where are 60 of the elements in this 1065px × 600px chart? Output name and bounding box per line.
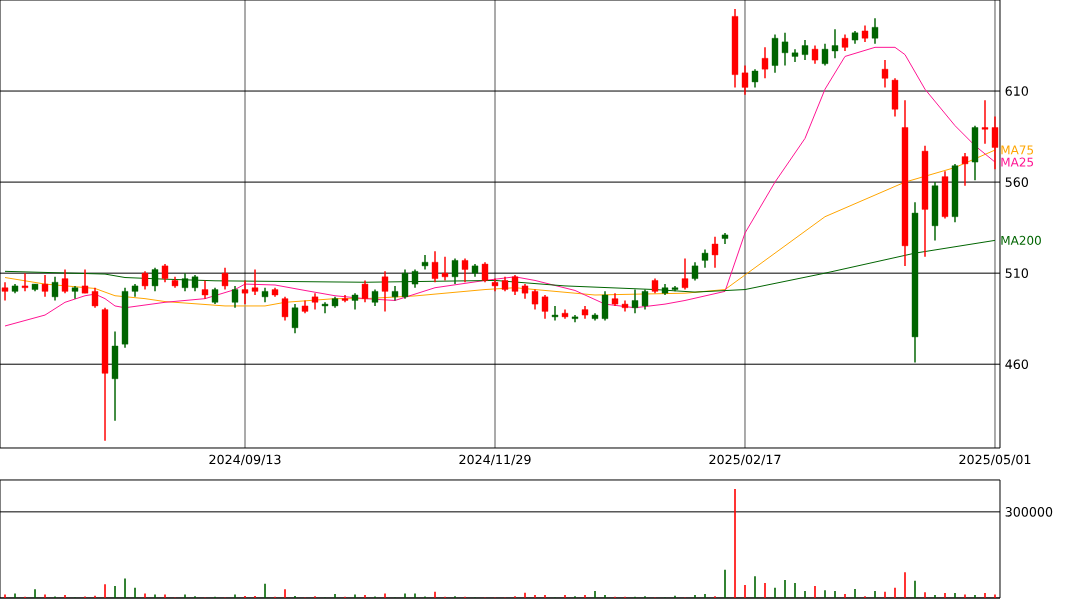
candlestick — [461, 257, 469, 284]
x-tick-label: 2024/09/13 — [209, 454, 281, 466]
candlestick — [1, 281, 9, 302]
x-tick-label: 2025/05/01 — [959, 454, 1031, 466]
candlestick — [21, 272, 29, 293]
candlestick — [511, 274, 519, 296]
candlestick — [231, 285, 239, 309]
x-tick-label: 2024/11/29 — [459, 454, 531, 466]
y-tick-label: 610 — [1005, 86, 1029, 96]
series-label: MA75 — [1001, 145, 1034, 155]
candlestick — [381, 270, 389, 313]
candlestick — [201, 279, 209, 300]
candlestick — [551, 305, 559, 322]
candlestick — [481, 261, 489, 284]
candlestick — [761, 46, 769, 80]
candlestick — [681, 257, 689, 291]
candlestick — [991, 115, 999, 171]
candlestick — [431, 250, 439, 284]
candlestick — [81, 268, 89, 294]
candlestick — [451, 257, 459, 285]
candlestick — [881, 59, 889, 89]
candlestick — [711, 236, 719, 269]
candlestick — [61, 268, 69, 294]
candlestick — [601, 290, 609, 322]
candlestick — [531, 288, 539, 311]
candlestick — [781, 32, 789, 67]
candlestick — [871, 17, 879, 45]
candlestick — [821, 42, 829, 67]
y-tick-label: 510 — [1005, 268, 1029, 278]
candlestick — [961, 152, 969, 187]
candlestick — [541, 294, 549, 320]
candlestick — [691, 261, 699, 282]
y-tick-label: 300000 — [1005, 507, 1053, 517]
series-label: MA25 — [1001, 157, 1034, 167]
candlestick — [751, 68, 759, 89]
candlestick — [441, 256, 449, 282]
candlestick — [291, 303, 299, 334]
candlestick — [161, 263, 169, 284]
line-series — [4, 46, 996, 327]
candlestick — [811, 44, 819, 65]
candlestick — [741, 64, 749, 96]
candlestick — [831, 28, 839, 60]
series-label: MA200 — [1001, 235, 1041, 245]
candlestick — [221, 266, 229, 291]
candlestick — [361, 279, 369, 304]
candlestick — [981, 99, 989, 145]
x-tick-label: 2025/02/17 — [709, 454, 781, 466]
candlestick — [251, 268, 259, 296]
candlestick — [411, 268, 419, 289]
candlestick — [51, 276, 59, 302]
candlestick — [701, 248, 709, 269]
y-tick-label: 560 — [1005, 177, 1029, 187]
candlestick — [801, 39, 809, 61]
candlestick — [41, 274, 49, 298]
candlestick — [241, 279, 249, 305]
candlestick — [141, 270, 149, 291]
candlestick — [281, 296, 289, 322]
y-tick-label: 460 — [1005, 359, 1029, 370]
candlestick — [421, 254, 429, 271]
candlestick — [91, 286, 99, 309]
